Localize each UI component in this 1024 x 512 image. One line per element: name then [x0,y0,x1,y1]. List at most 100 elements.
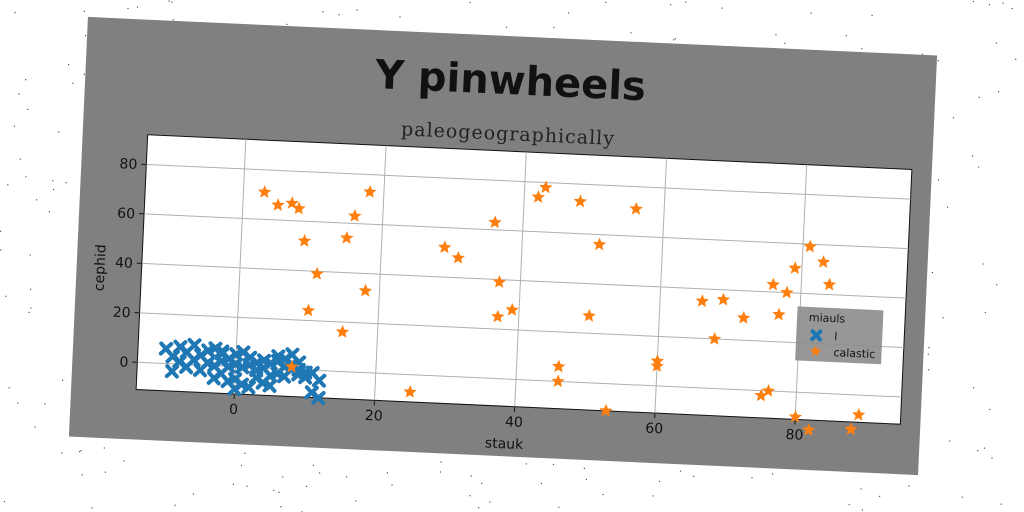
noise-dot [567,12,570,14]
data-point-l [187,337,202,353]
data-point-calastic [358,283,373,297]
noise-dot [0,249,2,251]
noise-dot [19,158,21,160]
chart-figure: Y pinwheels paleogeographically 0 20 40 60 8… [68,16,938,476]
data-point-l [235,345,251,360]
noise-dot [1000,503,1002,505]
noise-dot [605,1,607,3]
data-point-l [193,362,208,378]
legend-label-l: l [834,330,838,343]
data-point-calastic [285,359,299,373]
noise-dot [470,475,472,477]
noise-dot [319,472,321,474]
noise-dot [27,108,29,110]
noise-dot [286,23,288,25]
noise-dot [246,485,248,487]
noise-dot [127,7,129,9]
noise-dot [7,184,9,186]
noise-dot [91,507,93,509]
x-tick-label: 0 [229,402,239,418]
noise-dot [674,38,676,40]
noise-dot [583,467,585,469]
data-point-calastic [737,310,751,324]
data-point-calastic [531,190,546,203]
data-point-calastic [629,201,643,215]
data-point-calastic [552,359,566,373]
noise-dot [505,26,508,28]
noise-dot [168,0,170,2]
data-point-calastic [772,307,786,321]
data-point-calastic [852,407,866,421]
data-point-calastic [492,275,507,288]
noise-dot [489,501,491,503]
noise-dot [602,493,604,496]
noise-dot [861,509,863,511]
noise-dot [440,461,442,463]
data-point-calastic [257,185,272,198]
scatter-chart: Y pinwheels paleogeographically 0 20 40 60 8… [92,52,913,453]
noise-dot [3,501,5,503]
noise-dot [961,496,963,498]
noise-dot [937,179,940,181]
x-grid-line [794,164,808,420]
noise-dot [977,450,979,452]
data-point-calastic [551,374,565,388]
noise-dot [879,495,881,497]
noise-dot [1015,58,1017,60]
x-tick-label: 40 [505,414,524,431]
data-point-calastic [780,285,794,299]
noise-dot [996,284,998,286]
noise-dot [630,32,632,34]
noise-dot [540,482,542,485]
noise-dot [989,408,991,411]
y-axis-label: cephid [92,244,110,292]
data-point-l [206,370,222,386]
x-tick-label: 20 [364,408,383,425]
data-point-l [311,390,326,406]
noise-dot [988,4,991,6]
noise-dot [775,34,777,36]
data-point-calastic [310,266,324,280]
legend-marker-l [810,329,823,342]
data-point-calastic [822,277,837,291]
noise-dot [30,307,32,309]
noise-dot [845,35,847,37]
noise-dot [947,206,949,208]
noise-dot [652,495,654,497]
noise-dot [240,464,243,467]
plot-area [135,134,913,425]
noise-dot [84,35,87,37]
data-point-calastic [650,359,664,372]
noise-dot [751,477,753,479]
noise-dot [52,180,54,182]
data-point-calastic [573,194,587,208]
noise-dot [860,488,862,490]
x-grid-line [654,158,668,414]
noise-dot [123,460,125,462]
noise-dot [658,480,661,482]
noise-dot [62,379,64,381]
noise-dot [952,117,955,119]
noise-dot [282,476,284,478]
data-point-calastic [301,303,316,317]
noise-dot [13,125,15,127]
data-point-calastic [802,422,816,436]
noise-dot [693,475,695,477]
data-point-calastic [707,331,722,345]
noise-dot [80,450,82,452]
noise-dot [280,506,282,508]
noise-dot [136,6,139,8]
noise-dot [34,426,36,428]
noise-dot [721,7,723,9]
noise-dot [861,48,863,50]
noise-dot [30,288,32,290]
noise-dot [949,440,951,442]
noise-dot [273,489,275,491]
data-point-calastic [716,292,731,306]
data-point-calastic [348,209,362,222]
data-point-calastic [403,385,417,398]
noise-dot [312,464,314,466]
noise-dot [772,473,774,475]
noise-dot [0,230,2,232]
y-tick-label: 40 [115,255,134,272]
